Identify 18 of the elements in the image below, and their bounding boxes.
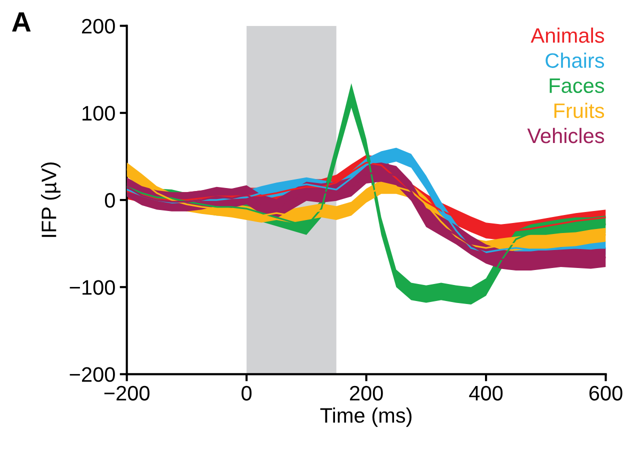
text: A (12, 12, 31, 32)
text: Chairs (546, 52, 604, 68)
y-tick-label: 200 (82, 18, 115, 34)
y-tick-label: 100 (82, 106, 115, 121)
text: Faces (550, 78, 604, 94)
x-tick-label: 200 (350, 386, 383, 401)
x-tick-label: 0 (242, 386, 252, 401)
text: Animals (530, 28, 604, 43)
y-tick-label: 0 (104, 193, 115, 208)
x-axis-title: Time (ms) (320, 407, 412, 427)
y-axis-title: IFP (µV) (41, 162, 60, 237)
x-tick-label: 600 (589, 386, 622, 401)
y-tick-label: −200 (70, 367, 115, 382)
x-tick-label: −200 (104, 386, 150, 401)
text: Vehicles (527, 128, 604, 144)
text: Fruits (554, 102, 604, 118)
x-tick-label: 400 (469, 386, 503, 401)
y-tick-label: −100 (70, 280, 115, 295)
